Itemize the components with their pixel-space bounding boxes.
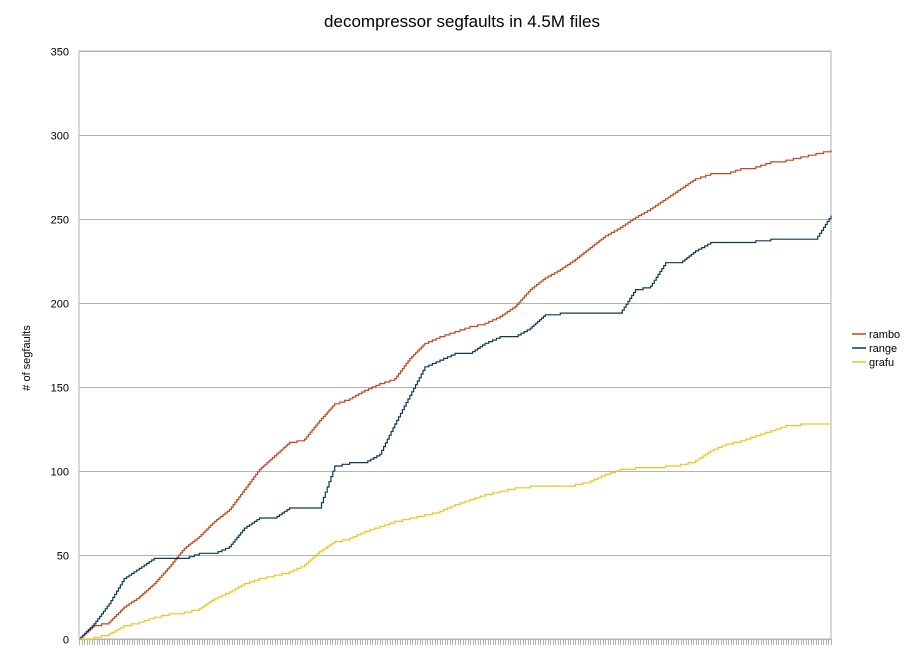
y-axis-ticks: 0 50 100 150 200 250 300 350 <box>51 47 69 647</box>
y-axis-label: # of segfaults <box>21 325 33 391</box>
y-tick-label: 200 <box>51 299 69 311</box>
y-tick-label: 300 <box>51 131 69 143</box>
legend-label-range: range <box>869 343 897 355</box>
legend: rambo range grafu <box>852 329 900 369</box>
y-tick-label: 250 <box>51 215 69 227</box>
y-tick-label: 150 <box>51 383 69 395</box>
plot-area <box>78 50 832 640</box>
y-tick-label: 0 <box>63 635 69 647</box>
legend-label-rambo: rambo <box>869 329 900 341</box>
gridlines <box>79 51 831 640</box>
chart-title: decompressor segfaults in 4.5M files <box>324 12 600 31</box>
series-line-rambo <box>79 150 832 640</box>
series-line-range <box>79 215 832 640</box>
series-lines <box>79 150 832 640</box>
x-axis-ticks <box>79 639 832 645</box>
y-tick-label: 100 <box>51 467 69 479</box>
legend-label-grafu: grafu <box>869 357 894 369</box>
y-tick-label: 350 <box>51 47 69 59</box>
y-tick-label: 50 <box>57 551 69 563</box>
series-line-grafu <box>79 423 831 640</box>
